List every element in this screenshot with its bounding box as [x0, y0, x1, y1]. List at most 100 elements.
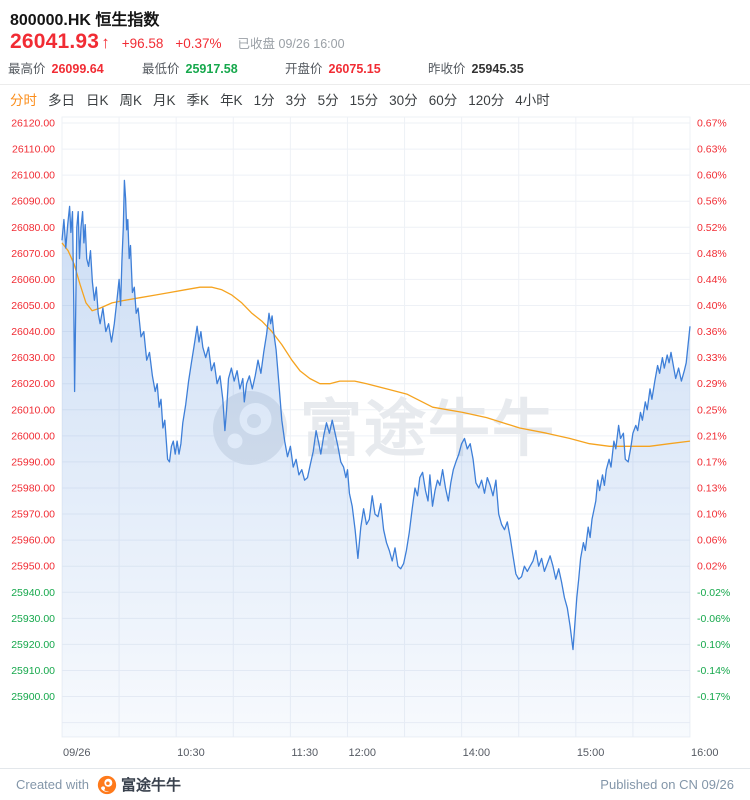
stat-label: 最低价: [142, 62, 180, 76]
y-tick-left: 25990.00: [11, 456, 55, 468]
x-tick: 10:30: [177, 747, 205, 759]
y-tick-right: 0.44%: [697, 274, 727, 286]
header-divider: [0, 84, 750, 85]
stat-value: 26075.15: [328, 62, 381, 76]
y-tick-right: 0.10%: [697, 509, 727, 521]
y-tick-left: 26110.00: [12, 144, 55, 156]
stat-prev-close: 昨收价 25945.35: [428, 58, 524, 77]
y-tick-left: 25910.00: [11, 665, 55, 677]
x-tick: 09/26: [63, 747, 91, 759]
avg-price-line: [61, 242, 691, 447]
up-arrow-icon: ↑: [101, 33, 110, 52]
tab-5分[interactable]: 5分: [317, 92, 339, 108]
y-tick-right: 0.13%: [697, 482, 727, 494]
y-tick-left: 26120.00: [11, 118, 55, 130]
y-tick-left: 26000.00: [11, 430, 55, 442]
tab-季K[interactable]: 季K: [186, 92, 210, 108]
y-tick-right: 0.63%: [697, 144, 727, 156]
tab-4小时[interactable]: 4小时: [515, 92, 550, 108]
tab-120分[interactable]: 120分: [468, 92, 505, 108]
y-tick-right: -0.02%: [697, 587, 730, 599]
tab-15分[interactable]: 15分: [349, 92, 379, 108]
y-tick-left: 26090.00: [11, 196, 55, 208]
price-line: [61, 179, 691, 651]
period-tabs: 分时 多日 日K 周K 月K 季K 年K 1分 3分 5分 15分 30分 60分 120分 4小时: [10, 86, 550, 111]
tab-3分[interactable]: 3分: [285, 92, 307, 108]
price-change: +96.58: [121, 36, 164, 51]
stat-low: 最低价 25917.58: [142, 58, 238, 77]
tab-多日[interactable]: 多日: [48, 92, 75, 108]
y-tick-left: 26020.00: [11, 378, 55, 390]
y-tick-left: 26040.00: [11, 326, 55, 338]
y-tick-right: 0.17%: [697, 456, 727, 468]
y-tick-right: 0.33%: [697, 352, 727, 364]
stat-label: 昨收价: [428, 62, 466, 76]
market-status: 已收盘 09/26 16:00: [237, 37, 345, 51]
price-row: 26041.93 ↑ +96.58 +0.37% 已收盘 09/26 16:00: [10, 30, 345, 54]
y-tick-right: 0.56%: [697, 196, 727, 208]
price-change-pct: +0.37%: [175, 36, 222, 51]
y-tick-right: 0.29%: [697, 378, 727, 390]
y-tick-right: -0.14%: [697, 665, 730, 677]
x-axis-labels: 09/26 10:30 11:30 12:00 14:00 15:00 16:00: [63, 747, 719, 759]
watermark-text: 富途牛牛: [300, 395, 556, 464]
y-tick-left: 25970.00: [11, 509, 55, 521]
y-tick-left: 26100.00: [11, 170, 55, 182]
y-tick-right: 0.60%: [697, 170, 727, 182]
y-tick-left: 26060.00: [11, 274, 55, 286]
y-tick-right: 0.21%: [697, 430, 727, 442]
y-tick-left: 26080.00: [11, 222, 55, 234]
y-tick-left: 26050.00: [11, 300, 55, 312]
brand-name: 富途牛牛: [120, 777, 181, 794]
y-tick-right: 0.52%: [697, 222, 727, 234]
tab-60分[interactable]: 60分: [428, 92, 458, 108]
x-tick: 14:00: [463, 747, 491, 759]
last-price: 26041.93: [10, 30, 100, 53]
stat-value: 25917.58: [185, 62, 238, 76]
stat-open: 开盘价 26075.15: [285, 58, 381, 77]
stat-value: 26099.64: [51, 62, 104, 76]
tab-分时[interactable]: 分时: [10, 92, 37, 108]
y-tick-right: 0.67%: [697, 118, 727, 130]
stat-label: 最高价: [8, 62, 46, 76]
y-axis-labels: 26120.00 0.67% 26110.00 0.63% 26100.00 0.60% 2…: [11, 118, 730, 704]
y-tick-right: 0.25%: [697, 404, 727, 416]
y-tick-left: 26070.00: [11, 248, 55, 260]
tab-1分[interactable]: 1分: [253, 92, 275, 108]
y-tick-right: 0.36%: [697, 326, 727, 338]
x-tick: 15:00: [577, 747, 605, 759]
y-tick-left: 25930.00: [11, 613, 55, 625]
y-tick-left: 25940.00: [11, 587, 55, 599]
y-tick-left: 25920.00: [11, 639, 55, 651]
chart-svg[interactable]: 富途牛牛 26120.00 0.67% 26110.00 0.63% 26100.00 0.…: [0, 112, 750, 768]
x-tick: 16:00: [691, 747, 719, 759]
tab-月K[interactable]: 月K: [153, 92, 176, 108]
y-tick-right: -0.10%: [697, 639, 730, 651]
price-area-fill: [62, 180, 690, 737]
tab-30分[interactable]: 30分: [389, 92, 418, 108]
footer-brand-group: Created with 富途牛牛: [16, 774, 181, 795]
tab-年K[interactable]: 年K: [220, 92, 243, 108]
y-tick-right: 0.06%: [697, 535, 727, 547]
y-tick-left: 25950.00: [11, 561, 55, 573]
y-tick-left: 25900.00: [11, 691, 55, 703]
y-tick-right: -0.17%: [697, 691, 730, 703]
symbol-title: 800000.HK 恒生指数: [10, 12, 160, 29]
x-tick: 12:00: [348, 747, 376, 759]
tab-周K[interactable]: 周K: [119, 92, 143, 108]
published-label: Published on CN 09/26: [600, 777, 734, 792]
tab-日K[interactable]: 日K: [86, 92, 109, 108]
footer: Created with 富途牛牛 Published on CN 09/26: [0, 768, 750, 800]
y-tick-right: 0.40%: [697, 300, 727, 312]
x-tick: 11:30: [291, 747, 318, 759]
y-tick-left: 25960.00: [11, 535, 55, 547]
stat-label: 开盘价: [285, 62, 323, 76]
y-tick-left: 26030.00: [11, 352, 55, 364]
stat-value: 25945.35: [471, 62, 524, 76]
chart-area[interactable]: 富途牛牛 26120.00 0.67% 26110.00 0.63% 26100.00 0.…: [0, 112, 750, 768]
y-tick-right: 0.02%: [697, 561, 727, 573]
y-tick-left: 25980.00: [11, 482, 55, 494]
created-with-label: Created with: [16, 777, 89, 792]
stat-high: 最高价 26099.64: [8, 58, 104, 77]
